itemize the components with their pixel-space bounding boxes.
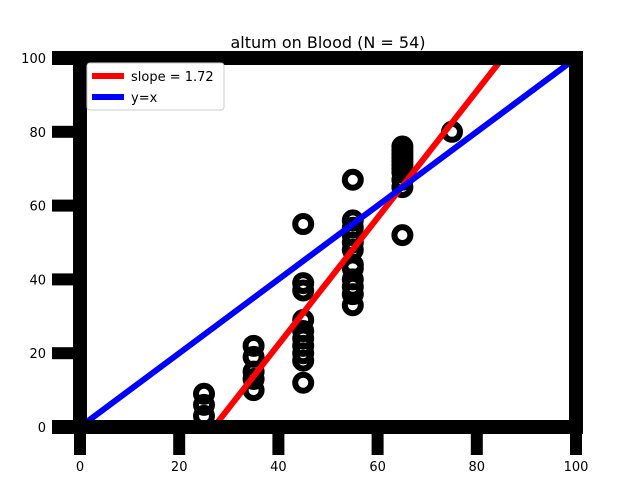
x-tick-mark [371, 433, 384, 455]
y-tick-mark [52, 125, 74, 138]
y-tick-label: 40 [29, 273, 46, 288]
legend: slope = 1.72 y=x [86, 62, 225, 111]
data-point [242, 345, 265, 368]
data-point [292, 371, 315, 394]
data-point [193, 393, 215, 416]
y-tick-mark [52, 52, 74, 64]
x-tick-mark [570, 433, 582, 455]
y-tick-label: 60 [29, 200, 46, 215]
data-point [391, 135, 414, 158]
data-point [292, 213, 315, 236]
data-point [242, 334, 265, 357]
x-tick-mark [470, 433, 483, 455]
y-tick-label: 20 [29, 347, 46, 362]
x-tick-label: 20 [171, 460, 188, 475]
y-tick-label: 0 [38, 421, 46, 436]
x-tick-label: 40 [270, 460, 287, 475]
x-tick-mark [272, 433, 285, 455]
y-tick-mark [52, 421, 74, 433]
data-point [292, 320, 315, 343]
y-tick-mark [52, 273, 74, 286]
data-point [341, 168, 364, 191]
x-tick-mark [173, 433, 186, 455]
x-tick-label: 0 [76, 460, 84, 475]
legend-label: slope = 1.72 [131, 70, 214, 85]
y-tick-label: 100 [21, 52, 46, 67]
data-point [193, 382, 215, 405]
y-tick-mark [52, 199, 74, 212]
x-tick-mark [74, 433, 86, 455]
y-tick-label: 80 [29, 126, 46, 141]
data-point [292, 272, 315, 295]
x-tick-label: 60 [369, 460, 386, 475]
legend-label: y=x [131, 91, 158, 106]
chart-title: altum on Blood (N = 54) [231, 33, 426, 52]
series-line-2 [80, 58, 576, 427]
data-point [391, 224, 414, 247]
x-tick-label: 100 [564, 460, 589, 475]
axes: 0 20 40 60 80 100 0 20 40 60 80 100 [21, 51, 589, 475]
x-tick-label: 80 [469, 460, 486, 475]
y-tick-mark [52, 347, 74, 360]
series-line-1 [211, 58, 505, 427]
plot-area [80, 58, 576, 427]
